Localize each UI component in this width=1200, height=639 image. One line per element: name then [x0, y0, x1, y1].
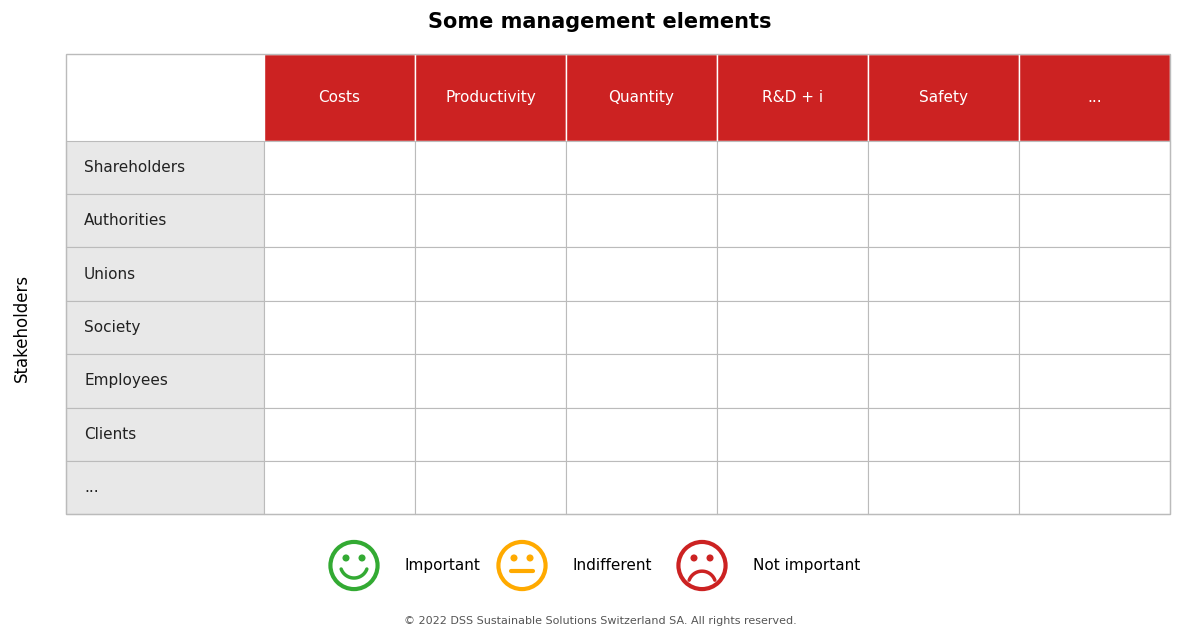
- Text: Shareholders: Shareholders: [84, 160, 185, 175]
- Text: Unions: Unions: [84, 266, 136, 282]
- Text: Important: Important: [406, 558, 481, 573]
- Text: ...: ...: [1087, 90, 1102, 105]
- Circle shape: [707, 555, 713, 561]
- Text: Employees: Employees: [84, 373, 168, 389]
- Circle shape: [359, 555, 365, 561]
- Text: R&D + i: R&D + i: [762, 90, 823, 105]
- Text: Not important: Not important: [754, 558, 860, 573]
- Circle shape: [172, 84, 179, 91]
- Circle shape: [511, 555, 517, 561]
- Circle shape: [202, 84, 208, 91]
- Text: Quantity: Quantity: [608, 90, 674, 105]
- Circle shape: [691, 555, 697, 561]
- Circle shape: [343, 555, 349, 561]
- Text: Costs: Costs: [318, 90, 360, 105]
- Text: Authorities: Authorities: [84, 213, 167, 228]
- Text: ...: ...: [84, 480, 98, 495]
- Text: Stakeholders: Stakeholders: [12, 273, 31, 381]
- Circle shape: [221, 84, 228, 91]
- Text: Productivity: Productivity: [445, 90, 536, 105]
- Circle shape: [151, 84, 158, 91]
- Circle shape: [527, 555, 533, 561]
- Text: Clients: Clients: [84, 427, 137, 442]
- Text: Safety: Safety: [919, 90, 968, 105]
- Text: Indifferent: Indifferent: [574, 558, 653, 573]
- Circle shape: [102, 84, 109, 91]
- Text: © 2022 DSS Sustainable Solutions Switzerland SA. All rights reserved.: © 2022 DSS Sustainable Solutions Switzer…: [403, 616, 797, 626]
- Circle shape: [122, 84, 128, 91]
- Text: Some management elements: Some management elements: [428, 12, 772, 33]
- Text: Society: Society: [84, 320, 140, 335]
